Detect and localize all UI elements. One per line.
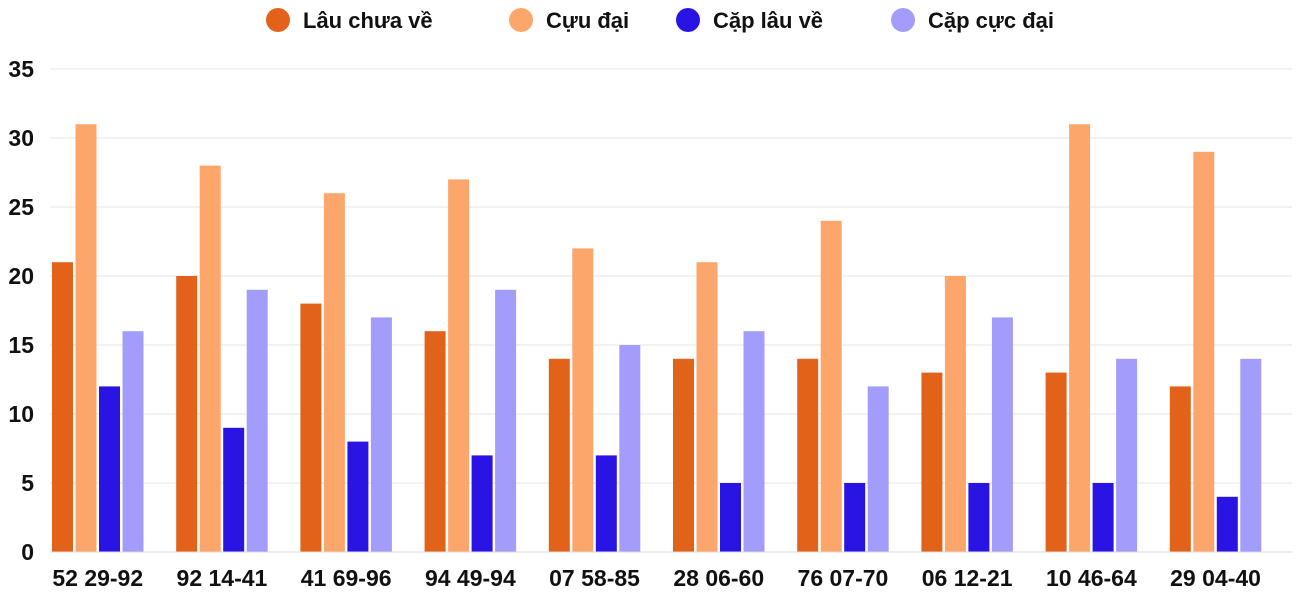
y-tick-label: 10 — [8, 401, 34, 427]
bar-4-7 — [867, 386, 889, 552]
x-tick-label: 52 29-92 — [52, 565, 143, 591]
legend-swatch — [509, 8, 533, 32]
bar-1-7 — [797, 358, 819, 552]
bar-3-2 — [223, 427, 245, 552]
x-tick-label: 28 06-60 — [673, 565, 764, 591]
bar-4-6 — [743, 331, 765, 552]
x-tick-label: 92 14-41 — [177, 565, 268, 591]
bar-2-8 — [944, 276, 966, 552]
legend-swatch — [891, 8, 915, 32]
bar-3-6 — [720, 483, 741, 552]
bar-4-2 — [246, 289, 268, 552]
bar-3-10 — [1216, 496, 1238, 552]
legend-item: Cặp lâu về — [676, 8, 823, 33]
bar-3-9 — [1092, 483, 1114, 552]
bar-4-9 — [1116, 358, 1138, 552]
y-tick-label: 0 — [21, 539, 34, 565]
y-axis: 0 5 10 15 20 25 30 35 — [8, 56, 34, 565]
chart-legend: Lâu chưa về Cựu đại Cặp lâu về Cặp cực đại — [266, 8, 1054, 33]
bar-1-4 — [424, 331, 446, 552]
bar-3-3 — [347, 441, 369, 552]
bar-3-8 — [968, 483, 990, 552]
bar-3-1 — [99, 386, 120, 552]
bar-2-5 — [572, 248, 594, 552]
x-tick-label: 10 46-64 — [1046, 565, 1137, 591]
legend-label: Cựu đại — [546, 8, 629, 33]
bar-1-8 — [921, 372, 943, 552]
bar-2-6 — [696, 262, 718, 552]
legend-item: Cựu đại — [509, 8, 629, 33]
bar-4-8 — [991, 317, 1013, 552]
bar-1-6 — [673, 358, 694, 552]
bar-2-4 — [448, 179, 470, 552]
y-tick-label: 25 — [8, 194, 34, 220]
x-tick-label: 07 58-85 — [549, 565, 640, 591]
bar-2-9 — [1069, 124, 1091, 552]
y-tick-label: 30 — [8, 125, 34, 151]
bar-1-3 — [300, 303, 322, 552]
legend-label: Lâu chưa về — [303, 8, 433, 33]
x-axis: 52 29-92 92 14-41 41 69-96 94 49-94 07 58-85… — [50, 551, 1292, 591]
y-tick-label: 35 — [8, 56, 34, 82]
y-tick-label: 5 — [21, 470, 34, 496]
bar-1-9 — [1045, 372, 1067, 552]
bar-1-1 — [52, 262, 73, 552]
bar-3-7 — [844, 483, 866, 552]
bar-4-3 — [370, 317, 392, 552]
legend-swatch — [676, 8, 700, 32]
bar-1-10 — [1169, 386, 1191, 552]
bar-4-5 — [619, 345, 641, 552]
bar-2-3 — [323, 193, 345, 552]
y-tick-label: 20 — [8, 263, 34, 289]
x-tick-label: 94 49-94 — [425, 565, 516, 591]
bar-2-7 — [820, 220, 842, 553]
bar-4-10 — [1240, 358, 1262, 552]
legend-label: Cặp lâu về — [713, 8, 823, 33]
bar-1-2 — [176, 276, 198, 552]
x-tick-label: 41 69-96 — [301, 565, 392, 591]
y-tick-label: 15 — [8, 332, 34, 358]
bar-1-5 — [548, 358, 570, 552]
x-tick-label: 06 12-21 — [922, 565, 1013, 591]
legend-item: Cặp cực đại — [891, 8, 1054, 33]
legend-item: Lâu chưa về — [266, 8, 433, 33]
bar-2-10 — [1193, 151, 1215, 553]
bar-3-4 — [471, 455, 493, 552]
bar-4-1 — [122, 331, 144, 552]
bar-2-2 — [199, 165, 221, 552]
legend-label: Cặp cực đại — [928, 8, 1054, 33]
bar-2-1 — [75, 124, 97, 552]
x-tick-label: 76 07-70 — [798, 565, 889, 591]
legend-swatch — [266, 8, 290, 32]
bar-4-4 — [495, 289, 517, 552]
bar-3-5 — [595, 455, 617, 552]
x-tick-label: 29 04-40 — [1170, 565, 1261, 591]
bars — [52, 124, 1262, 553]
